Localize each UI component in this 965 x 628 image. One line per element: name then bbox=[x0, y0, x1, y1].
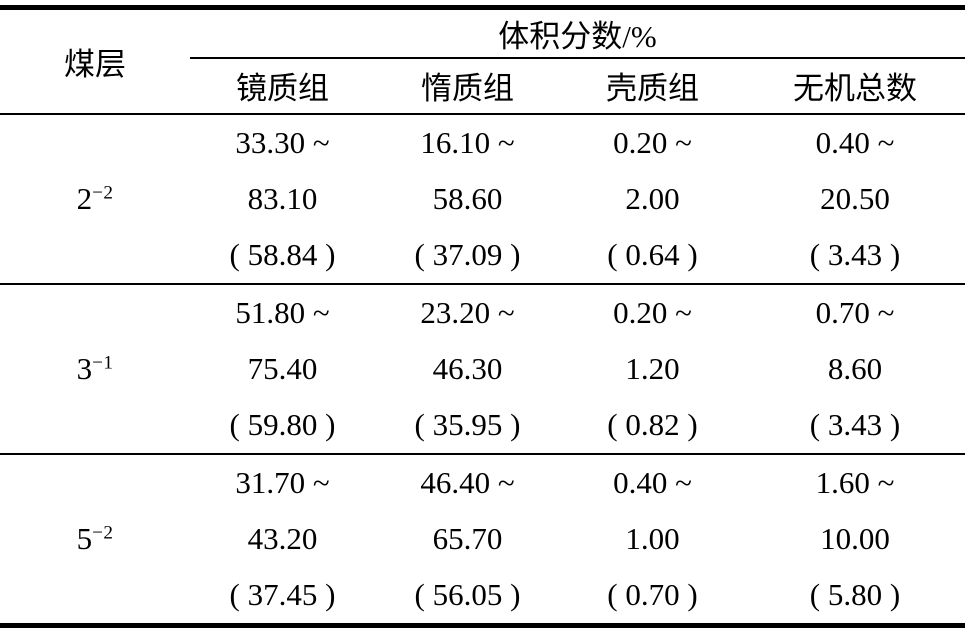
value-mean: ( 0.82 ) bbox=[607, 406, 698, 442]
value-mean: ( 37.09 ) bbox=[414, 236, 521, 272]
value-max: 20.50 bbox=[820, 180, 890, 216]
value-min: 0.20 ~ bbox=[613, 124, 692, 160]
header-row-groups: 镜质组 惰质组 壳质组 无机总数 bbox=[0, 57, 965, 115]
cell-inertinite: 16.10 ~ 58.60 ( 37.09 ) bbox=[375, 114, 560, 284]
seam-label: 3−1 bbox=[0, 284, 190, 454]
value-mean: ( 3.43 ) bbox=[809, 236, 901, 272]
value-min: 23.20 ~ bbox=[420, 294, 515, 330]
value-max: 83.10 bbox=[247, 180, 318, 216]
table-row-seam-3-1: 3−1 51.80 ~ 75.40 ( 59.80 ) 23.20 ~ 46.3… bbox=[0, 284, 965, 454]
cell-vitrinite: 33.30 ~ 83.10 ( 58.84 ) bbox=[190, 114, 375, 284]
seam-exponent: −1 bbox=[92, 351, 114, 373]
value-mean: ( 5.80 ) bbox=[809, 576, 901, 612]
value-max: 1.20 bbox=[625, 350, 680, 386]
cell-inertinite: 46.40 ~ 65.70 ( 56.05 ) bbox=[375, 454, 560, 626]
value-max: 46.30 bbox=[432, 350, 503, 386]
value-min: 33.30 ~ bbox=[235, 124, 330, 160]
value-min: 31.70 ~ bbox=[235, 464, 330, 500]
value-min: 0.40 ~ bbox=[613, 464, 692, 500]
col-header-volume-fraction: 体积分数/% bbox=[190, 7, 965, 59]
table-row-seam-2-2: 2−2 33.30 ~ 83.10 ( 58.84 ) 16.10 ~ 58.6… bbox=[0, 114, 965, 284]
seam-label: 2−2 bbox=[0, 114, 190, 284]
value-max: 43.20 bbox=[247, 520, 318, 556]
table-row-seam-5-2: 5−2 31.70 ~ 43.20 ( 37.45 ) 46.40 ~ 65.7… bbox=[0, 454, 965, 626]
seam-label: 5−2 bbox=[0, 454, 190, 626]
cell-inorganic-total: 0.70 ~ 8.60 ( 3.43 ) bbox=[745, 284, 965, 454]
value-min: 0.70 ~ bbox=[815, 294, 895, 330]
value-mean: ( 37.45 ) bbox=[229, 576, 336, 612]
seam-base: 5 bbox=[76, 520, 93, 556]
value-max: 65.70 bbox=[432, 520, 503, 556]
value-mean: ( 58.84 ) bbox=[229, 236, 336, 272]
value-max: 75.40 bbox=[247, 350, 318, 386]
value-mean: ( 59.80 ) bbox=[229, 406, 336, 442]
col-header-exinite: 壳质组 bbox=[560, 57, 745, 115]
cell-vitrinite: 31.70 ~ 43.20 ( 37.45 ) bbox=[190, 454, 375, 626]
cell-inorganic-total: 0.40 ~ 20.50 ( 3.43 ) bbox=[745, 114, 965, 284]
value-max: 2.00 bbox=[625, 180, 680, 216]
value-mean: ( 35.95 ) bbox=[414, 406, 521, 442]
value-max: 1.00 bbox=[625, 520, 680, 556]
cell-exinite: 0.20 ~ 2.00 ( 0.64 ) bbox=[560, 114, 745, 284]
seam-exponent: −2 bbox=[92, 521, 114, 543]
value-min: 0.20 ~ bbox=[613, 294, 692, 330]
cell-exinite: 0.20 ~ 1.20 ( 0.82 ) bbox=[560, 284, 745, 454]
value-mean: ( 56.05 ) bbox=[414, 576, 521, 612]
seam-base: 2 bbox=[76, 180, 93, 216]
value-min: 16.10 ~ bbox=[420, 124, 515, 160]
col-header-vitrinite: 镜质组 bbox=[190, 57, 375, 115]
value-max: 58.60 bbox=[432, 180, 503, 216]
value-min: 1.60 ~ bbox=[815, 464, 895, 500]
value-mean: ( 3.43 ) bbox=[809, 406, 901, 442]
value-min: 51.80 ~ bbox=[235, 294, 330, 330]
value-max: 10.00 bbox=[820, 520, 890, 556]
col-header-inorganic-total: 无机总数 bbox=[745, 57, 965, 115]
value-min: 0.40 ~ bbox=[815, 124, 895, 160]
value-max: 8.60 bbox=[827, 350, 883, 386]
value-min: 46.40 ~ bbox=[420, 464, 515, 500]
cell-exinite: 0.40 ~ 1.00 ( 0.70 ) bbox=[560, 454, 745, 626]
seam-exponent: −2 bbox=[92, 181, 114, 203]
col-header-inertinite: 惰质组 bbox=[375, 57, 560, 115]
header-row-span: 煤层 体积分数/% bbox=[0, 7, 965, 115]
cell-inertinite: 23.20 ~ 46.30 ( 35.95 ) bbox=[375, 284, 560, 454]
seam-base: 3 bbox=[76, 350, 93, 386]
value-mean: ( 0.64 ) bbox=[607, 236, 698, 272]
cell-vitrinite: 51.80 ~ 75.40 ( 59.80 ) bbox=[190, 284, 375, 454]
maceral-table: 煤层 体积分数/% 镜质组 惰质组 壳质组 无机总数 2−2 33.30 ~ 8… bbox=[0, 5, 965, 628]
value-mean: ( 0.70 ) bbox=[607, 576, 698, 612]
cell-inorganic-total: 1.60 ~ 10.00 ( 5.80 ) bbox=[745, 454, 965, 626]
col-header-coal-seam: 煤层 bbox=[0, 7, 190, 115]
